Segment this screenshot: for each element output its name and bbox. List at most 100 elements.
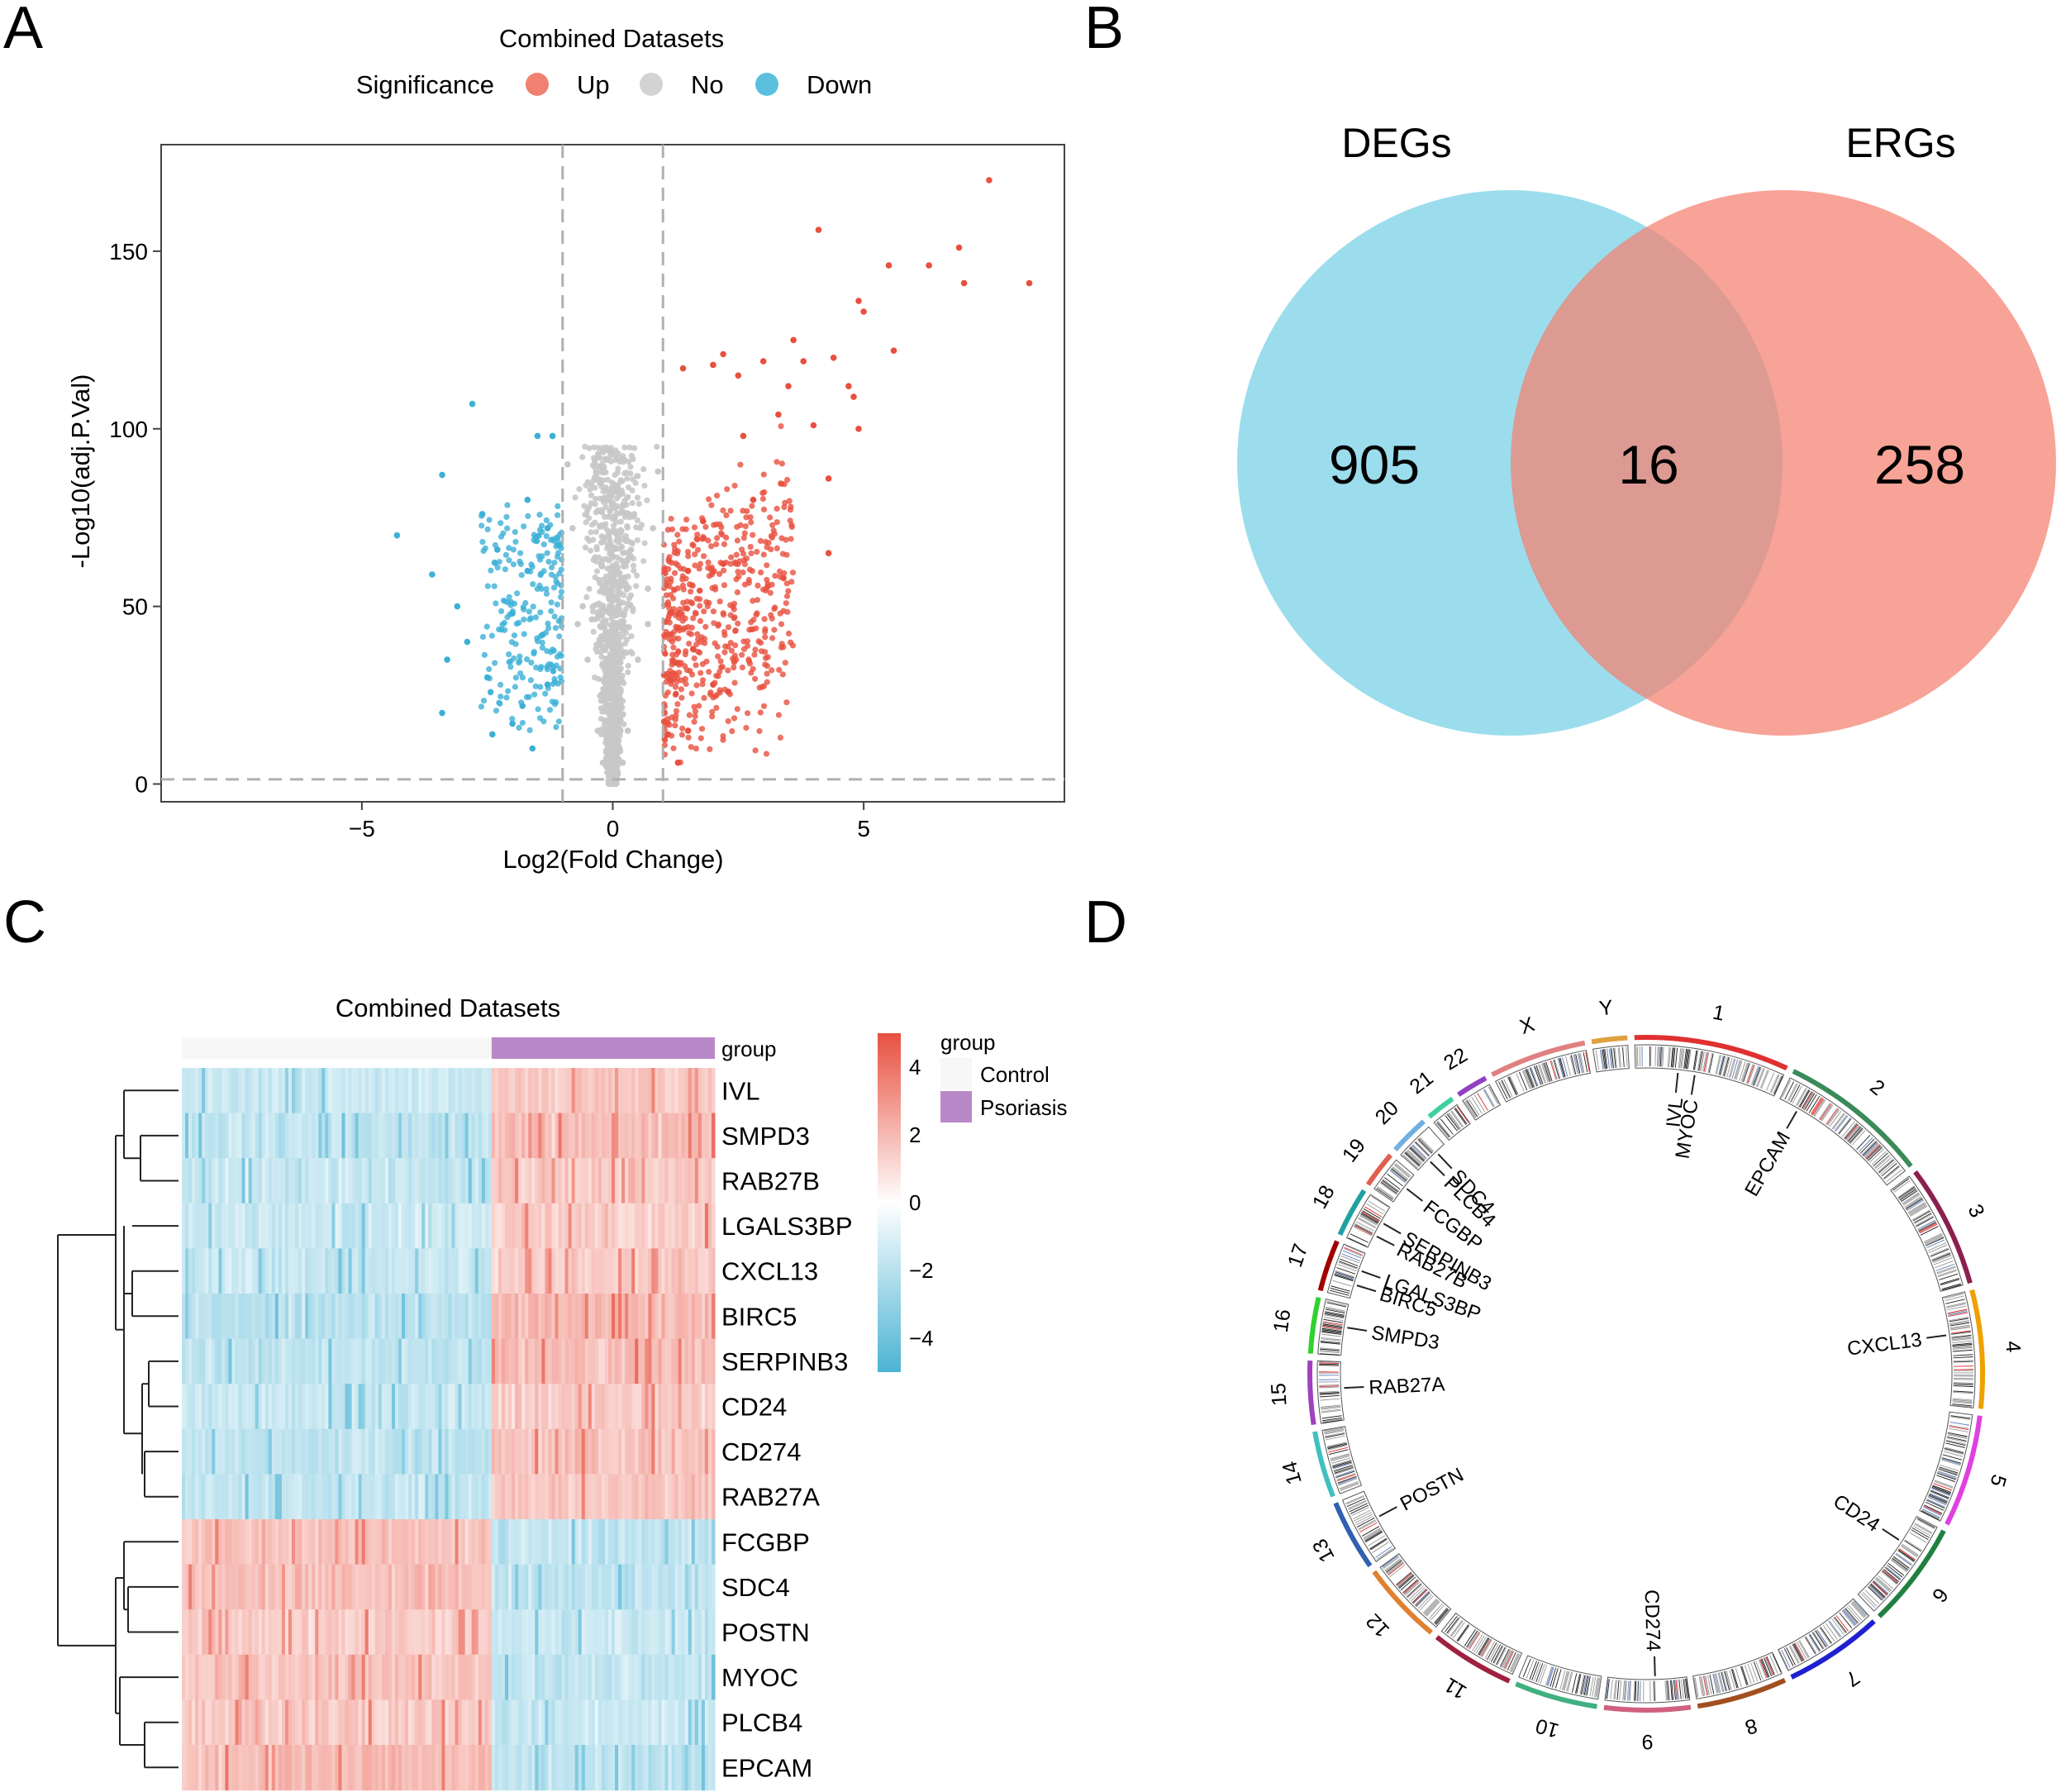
cytoband	[1680, 1048, 1683, 1069]
point-not-significant	[613, 720, 620, 727]
heatmap-cell	[248, 1113, 253, 1159]
heatmap-cell	[471, 1158, 476, 1204]
heatmap-cell	[215, 1338, 219, 1385]
heatmap-cell	[615, 1654, 619, 1700]
heatmap-cell	[238, 1338, 243, 1385]
heatmap-cell	[345, 1654, 350, 1700]
heatmap-cell	[364, 1654, 369, 1700]
heatmap-cell	[251, 1609, 256, 1656]
point-up	[660, 719, 668, 726]
heatmap-cell	[711, 1068, 716, 1114]
heatmap-cell	[195, 1474, 199, 1520]
heatmap-cell	[321, 1428, 326, 1475]
heatmap-cell	[674, 1745, 679, 1791]
point-down	[511, 600, 518, 607]
heatmap-cell	[335, 1338, 340, 1385]
heatmap-cell	[584, 1745, 589, 1791]
point-up	[960, 279, 968, 287]
point-up	[697, 650, 703, 656]
point-down	[514, 590, 521, 597]
heatmap-cell	[398, 1564, 402, 1610]
heatmap-cell	[588, 1248, 593, 1294]
heatmap-cell	[597, 1519, 602, 1566]
heatmap-cell	[704, 1428, 709, 1475]
point-up	[664, 689, 671, 696]
heatmap-cell	[505, 1745, 509, 1791]
point-not-significant	[584, 535, 591, 541]
heatmap-cell	[238, 1068, 243, 1114]
heatmap-cell	[451, 1248, 456, 1294]
point-down	[530, 603, 536, 610]
point-up	[743, 514, 750, 521]
heatmap-cell	[355, 1474, 359, 1520]
heatmap-cell	[645, 1654, 649, 1700]
heatmap-cell	[655, 1609, 659, 1656]
point-up	[790, 336, 797, 344]
heatmap-cell	[408, 1654, 412, 1700]
point-up	[725, 717, 731, 725]
heatmap-cell	[645, 1203, 649, 1249]
heatmap-cell	[674, 1113, 679, 1159]
heatmap-cell	[531, 1384, 536, 1430]
heatmap-cell	[555, 1474, 559, 1520]
heatmap-cell	[515, 1338, 519, 1385]
heatmap-cell	[674, 1203, 679, 1249]
cytoband	[1636, 1046, 1639, 1067]
heatmap-cell	[238, 1294, 243, 1340]
heatmap-cell	[681, 1338, 686, 1385]
heatmap-cell	[508, 1428, 512, 1475]
point-down	[549, 564, 555, 571]
point-no	[574, 621, 581, 627]
heatmap-cell	[425, 1113, 429, 1159]
heatmap-cell	[218, 1699, 222, 1746]
heatmap-cell	[391, 1699, 396, 1746]
heatmap-cell	[338, 1384, 343, 1430]
heatmap-cell	[428, 1068, 432, 1114]
heatmap-cell	[398, 1428, 402, 1475]
heatmap-cell	[295, 1294, 299, 1340]
heatmap-cell	[185, 1203, 189, 1249]
heatmap-cell	[515, 1158, 519, 1204]
heatmap-cell	[412, 1609, 416, 1656]
heatmap-cell	[315, 1428, 319, 1475]
heatmap-cell	[635, 1654, 639, 1700]
heatmap-cell	[408, 1384, 412, 1430]
heatmap-cell	[185, 1519, 189, 1566]
heatmap-cell	[431, 1428, 436, 1475]
heatmap-cell	[481, 1519, 486, 1566]
heatmap-cell	[278, 1203, 283, 1249]
heatmap-cell	[395, 1519, 399, 1566]
point-not-significant	[593, 646, 599, 652]
heatmap-cell	[395, 1474, 399, 1520]
heatmap-cell	[341, 1384, 346, 1430]
heatmap-cell	[564, 1609, 569, 1656]
heatmap-cell	[674, 1654, 679, 1700]
heatmap-cell	[295, 1474, 299, 1520]
heatmap-cell	[458, 1699, 463, 1746]
heatmap-cell	[701, 1519, 706, 1566]
point-down	[518, 572, 525, 579]
heatmap-cell	[584, 1113, 589, 1159]
heatmap-cell	[468, 1338, 473, 1385]
cytoband	[1755, 1068, 1764, 1087]
point-up	[685, 624, 692, 631]
heatmap-cell	[502, 1294, 506, 1340]
point-up	[676, 538, 683, 545]
point-not-significant	[602, 696, 609, 703]
heatmap-cell	[408, 1113, 412, 1159]
heatmap-cell	[345, 1294, 350, 1340]
group-legend-label-control: Control	[980, 1062, 1050, 1087]
heatmap-cell	[318, 1203, 322, 1249]
cytoband	[1687, 1049, 1691, 1070]
heatmap-cell	[458, 1519, 463, 1566]
heatmap-cell	[388, 1609, 393, 1656]
point-down	[539, 631, 546, 638]
point-down	[506, 557, 512, 564]
heatmap-cell	[612, 1294, 616, 1340]
heatmap-cell	[202, 1564, 206, 1610]
heatmap-cell	[601, 1564, 606, 1610]
cytoband	[1708, 1053, 1714, 1074]
heatmap-cell	[508, 1294, 512, 1340]
heatmap-cell	[358, 1158, 363, 1204]
heatmap-cell	[584, 1519, 589, 1566]
